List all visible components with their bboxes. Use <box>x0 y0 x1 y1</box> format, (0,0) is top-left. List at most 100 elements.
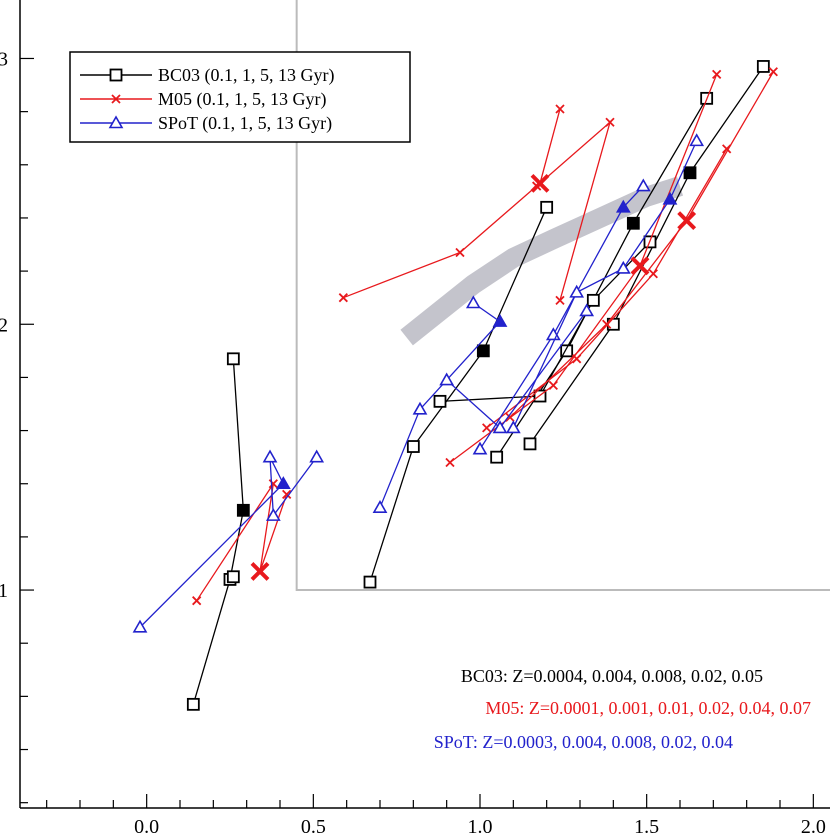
data-point-square <box>523 437 537 451</box>
annotation-notes: BC03: Z=0.0004, 0.004, 0.008, 0.02, 0.05… <box>434 666 811 752</box>
data-point-cross <box>722 144 732 154</box>
series-line <box>479 185 644 450</box>
data-point-triangle <box>505 420 521 434</box>
series-line <box>529 66 764 445</box>
data-point-cross <box>482 423 492 433</box>
data-point-triangle <box>689 133 705 147</box>
data-point-triangle <box>439 372 455 386</box>
data-point-triangle <box>569 284 585 298</box>
data-point-cross <box>712 69 722 80</box>
series-track <box>363 200 554 589</box>
data-point-filled-triangle <box>615 199 631 213</box>
cross-stroke <box>192 596 202 606</box>
data-point-filled-triangle <box>275 476 291 490</box>
series-bc03 <box>186 60 770 711</box>
cross-stroke <box>282 489 292 500</box>
series-line <box>496 98 708 458</box>
data-point-large-cross <box>630 256 650 276</box>
data-point-triangle <box>615 260 631 274</box>
series-track <box>132 449 325 633</box>
data-point-square <box>756 60 770 73</box>
data-point-square <box>406 440 420 453</box>
cross-stroke <box>648 269 658 279</box>
cross-stroke <box>111 94 121 104</box>
data-point-cross <box>192 596 202 606</box>
legend-box <box>69 51 411 143</box>
series-line <box>343 185 538 299</box>
data-point-cross <box>605 117 615 127</box>
series-spot <box>132 133 705 633</box>
cross-stroke <box>455 247 465 258</box>
data-point-square <box>109 68 123 82</box>
cross-stroke <box>555 295 565 305</box>
data-point-cross <box>555 104 565 114</box>
data-point-triangle <box>492 420 508 434</box>
locus-band <box>400 176 684 346</box>
data-point-triangle <box>465 295 481 309</box>
data-point-cross <box>338 293 348 303</box>
data-point-cross <box>602 319 612 329</box>
data-point-square <box>586 293 600 307</box>
series-line <box>192 358 244 705</box>
series-line <box>196 483 288 602</box>
data-point-cross <box>548 380 558 391</box>
note-bc03: BC03: Z=0.0004, 0.004, 0.008, 0.02, 0.05 <box>461 666 763 686</box>
data-point-cross <box>505 412 515 422</box>
data-point-cross <box>111 94 121 104</box>
series-track <box>505 133 705 434</box>
cross-stroke <box>712 69 722 80</box>
data-point-square <box>226 352 240 366</box>
data-point-cross <box>572 354 582 364</box>
cross-stroke <box>338 293 348 303</box>
series-track <box>192 479 292 606</box>
data-point-cross <box>648 269 658 279</box>
data-point-triangle <box>132 619 148 633</box>
cross-stroke <box>572 354 582 364</box>
data-point-square <box>226 570 240 584</box>
legend-entry-m05: M05 (0.1, 1, 5, 13 Gyr) <box>80 89 327 110</box>
series-track <box>186 352 250 711</box>
series-group <box>132 60 778 711</box>
cross-stroke <box>605 117 615 127</box>
data-point-triangle <box>265 508 281 521</box>
x-tick-label: 0.0 <box>134 816 159 836</box>
data-point-filled-square <box>683 166 697 180</box>
data-point-square <box>560 344 574 358</box>
data-point-cross <box>268 479 278 489</box>
data-point-square <box>433 394 447 408</box>
x-tick-label: 0.5 <box>301 816 326 836</box>
note-spot: SPoT: Z=0.0003, 0.004, 0.008, 0.02, 0.04 <box>434 732 733 752</box>
series-track <box>472 178 651 455</box>
data-point-cross <box>532 181 542 191</box>
x-tick-label: 1.0 <box>468 816 493 836</box>
data-point-cross <box>768 67 778 77</box>
data-point-filled-square <box>236 503 250 517</box>
series-track <box>226 570 240 584</box>
region-boundary-line <box>295 0 830 592</box>
y-tick-label: 1 <box>0 580 8 602</box>
series-line <box>369 207 548 583</box>
cross-stroke <box>548 380 558 391</box>
legend-label: SPoT (0.1, 1, 5, 13 Gyr) <box>158 113 332 134</box>
legend-label: BC03 (0.1, 1, 5, 13 Gyr) <box>158 65 335 86</box>
cross-stroke <box>268 479 278 489</box>
data-point-filled-triangle <box>662 191 678 205</box>
cross-stroke <box>250 562 270 581</box>
cross-stroke <box>722 144 732 154</box>
series-line <box>486 148 728 429</box>
cross-stroke <box>630 256 650 276</box>
cross-stroke <box>505 412 515 422</box>
cross-stroke <box>445 457 455 468</box>
x-tick-label: 2.0 <box>801 816 826 836</box>
series-line <box>379 302 501 508</box>
data-point-cross <box>445 457 455 468</box>
series-m05 <box>192 67 778 606</box>
data-point-square <box>186 697 200 711</box>
data-point-large-cross <box>250 562 270 581</box>
cross-stroke <box>768 67 778 77</box>
cross-stroke <box>482 423 492 433</box>
cross-stroke <box>555 104 565 114</box>
data-point-triangle <box>579 303 595 317</box>
